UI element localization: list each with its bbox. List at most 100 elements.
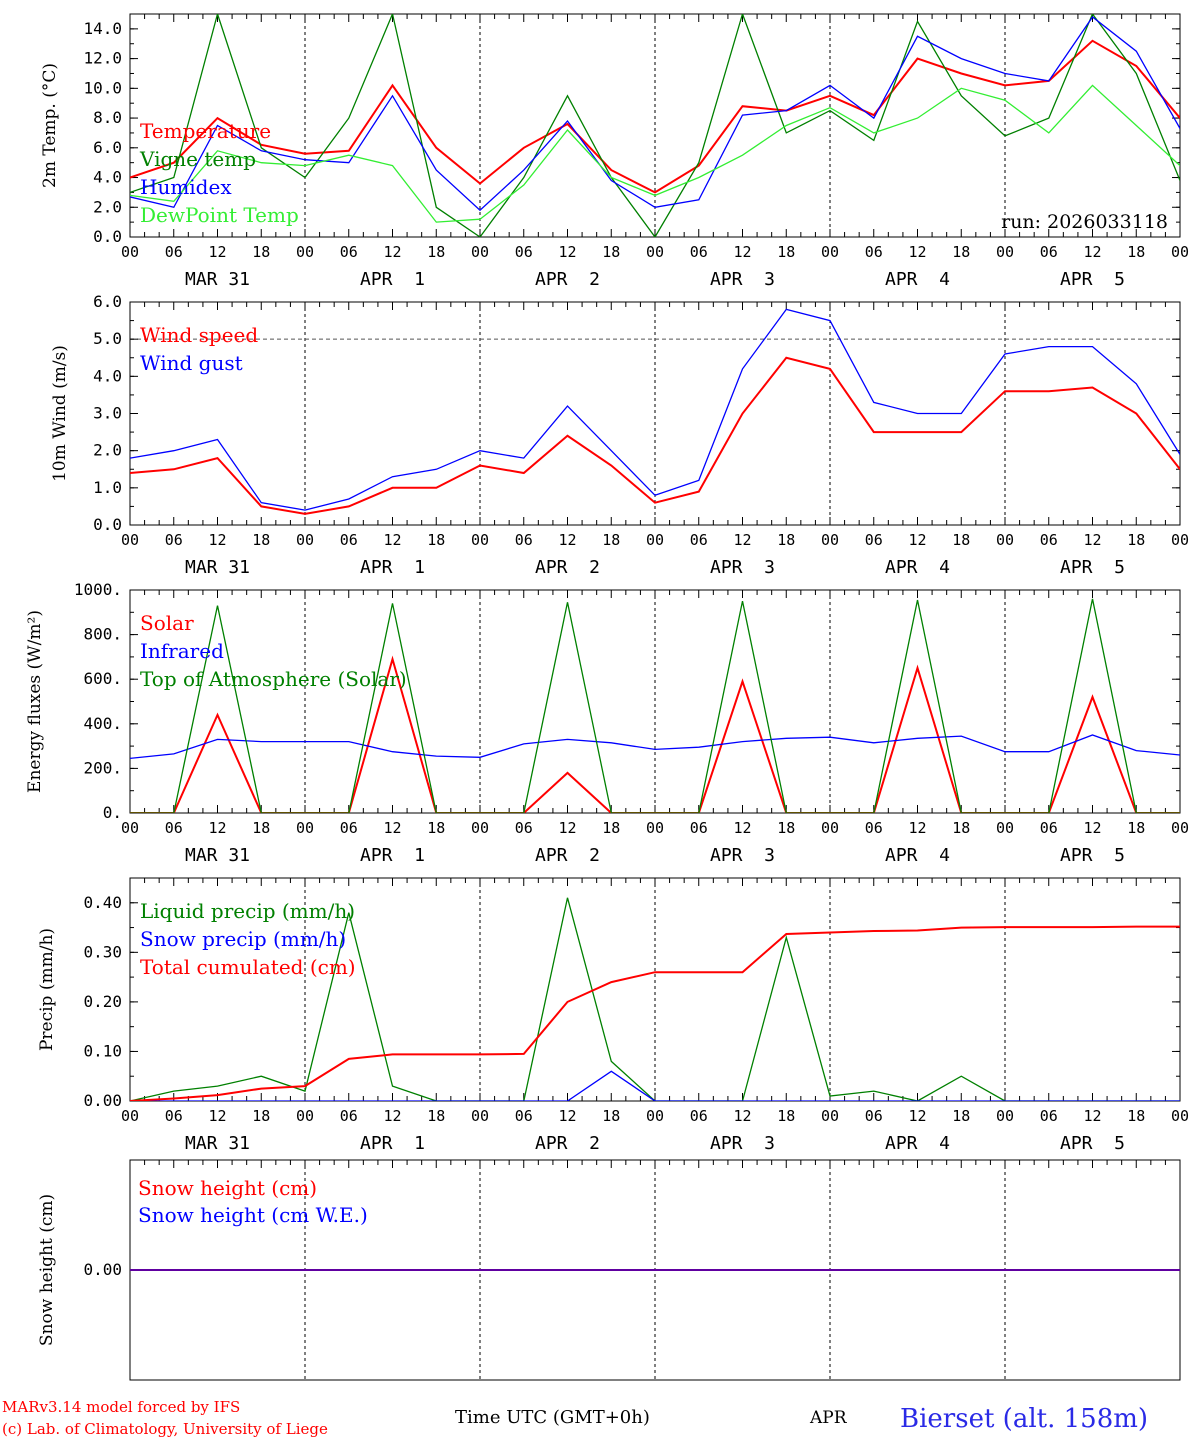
x-tick-label: 18	[602, 243, 620, 261]
x-tick-label: 06	[865, 531, 883, 549]
x-tick-label: 00	[121, 1107, 139, 1125]
y-tick-label: 2.0	[93, 441, 122, 460]
day-label: APR 1	[360, 557, 425, 578]
day-label: APR 3	[710, 1133, 775, 1154]
x-tick-label: 12	[558, 243, 576, 261]
x-tick-label: 00	[296, 1107, 314, 1125]
x-tick-label: 00	[471, 819, 489, 837]
legend-entry: Snow height (cm)	[138, 1176, 317, 1200]
series-total-cumulated-cm-	[130, 925, 1180, 1101]
x-tick-label: 00	[121, 531, 139, 549]
series-dewpoint-temp	[130, 84, 1180, 223]
x-tick-label: 12	[908, 1107, 926, 1125]
x-tick-label: 00	[1171, 243, 1189, 261]
y-tick-label: 0.00	[83, 1260, 122, 1279]
x-tick-label: 12	[733, 819, 751, 837]
x-tick-label: 06	[165, 819, 183, 837]
x-tick-label: 18	[1127, 243, 1145, 261]
x-tick-label: 00	[821, 531, 839, 549]
x-tick-label: 00	[996, 531, 1014, 549]
x-tick-label: 06	[340, 531, 358, 549]
x-tick-label: 00	[821, 243, 839, 261]
y-tick-label: 14.0	[83, 19, 122, 38]
x-tick-label: 12	[733, 1107, 751, 1125]
x-tick-label: 12	[733, 531, 751, 549]
day-label: MAR 31	[185, 557, 250, 578]
legend-entry: Top of Atmosphere (Solar)	[140, 667, 407, 691]
legend-entry: Humidex	[140, 175, 232, 199]
day-label: APR 4	[885, 557, 950, 578]
plot-frame	[129, 301, 1181, 526]
x-tick-label: 18	[427, 1107, 445, 1125]
series-humidex	[130, 16, 1180, 212]
x-tick-label: 18	[952, 243, 970, 261]
x-tick-label: 00	[1171, 819, 1189, 837]
x-tick-label: 06	[340, 1107, 358, 1125]
x-tick-label: 18	[252, 819, 270, 837]
y-tick-label: 0.20	[83, 992, 122, 1011]
x-tick-label: 12	[908, 531, 926, 549]
y-tick-label: 6.0	[93, 292, 122, 311]
x-tick-label: 18	[252, 1107, 270, 1125]
legend-entry: Wind gust	[140, 351, 243, 375]
series-infrared	[130, 734, 1180, 760]
x-tick-label: 18	[602, 1107, 620, 1125]
y-tick-label: 6.0	[93, 138, 122, 157]
x-tick-label: 12	[208, 531, 226, 549]
legend-entry: Vigne temp	[139, 147, 256, 171]
x-tick-label: 18	[252, 243, 270, 261]
y-axis-label: 2m Temp. (°C)	[40, 63, 60, 188]
x-tick-label: 06	[165, 1107, 183, 1125]
y-tick-label: 0.0	[93, 515, 122, 534]
plot-frame	[129, 589, 1181, 814]
x-tick-label: 06	[690, 1107, 708, 1125]
x-tick-label: 00	[646, 531, 664, 549]
run-label: run: 2026033118	[1001, 211, 1168, 233]
x-tick-label: 12	[383, 1107, 401, 1125]
x-tick-label: 00	[646, 1107, 664, 1125]
x-tick-label: 06	[165, 243, 183, 261]
x-tick-label: 00	[121, 243, 139, 261]
x-tick-label: 00	[296, 819, 314, 837]
y-tick-label: 12.0	[83, 49, 122, 68]
x-tick-label: 06	[515, 1107, 533, 1125]
day-label: APR 2	[535, 845, 600, 866]
x-tick-label: 12	[1083, 531, 1101, 549]
x-tick-label: 12	[208, 819, 226, 837]
day-label: MAR 31	[185, 845, 250, 866]
x-tick-label: 00	[996, 243, 1014, 261]
x-tick-label: 12	[208, 1107, 226, 1125]
y-tick-label: 0.	[103, 803, 122, 822]
x-tick-label: 12	[733, 243, 751, 261]
x-tick-label: 06	[1040, 531, 1058, 549]
y-tick-label: 0.40	[83, 893, 122, 912]
x-tick-label: 00	[471, 531, 489, 549]
x-tick-label: 06	[515, 243, 533, 261]
series-temperature	[130, 39, 1180, 194]
day-label: APR 4	[885, 269, 950, 290]
x-tick-label: 18	[427, 531, 445, 549]
legend-entry: Snow height (cm W.E.)	[138, 1203, 368, 1227]
y-axis-label: Precip (mm/h)	[37, 928, 57, 1051]
series-wind-gust	[130, 308, 1180, 511]
x-tick-label: 18	[252, 531, 270, 549]
day-label: APR 5	[1060, 269, 1125, 290]
x-tick-label: 12	[208, 243, 226, 261]
day-label: APR 2	[535, 269, 600, 290]
x-tick-label: 00	[121, 819, 139, 837]
legend-entry: Temperature	[140, 119, 271, 143]
legend-entry: Wind speed	[140, 323, 258, 347]
y-tick-label: 600.	[83, 669, 122, 688]
day-label: APR 2	[535, 1133, 600, 1154]
x-tick-label: 06	[865, 819, 883, 837]
day-label: APR 5	[1060, 1133, 1125, 1154]
x-tick-label: 18	[952, 531, 970, 549]
y-axis-label: Energy fluxes (W/m²)	[25, 610, 45, 793]
x-tick-label: 06	[340, 243, 358, 261]
x-tick-label: 06	[1040, 1107, 1058, 1125]
x-tick-label: 12	[1083, 819, 1101, 837]
series-vigne-temp	[130, 14, 1180, 237]
x-tick-label: 06	[865, 1107, 883, 1125]
y-tick-label: 400.	[83, 714, 122, 733]
